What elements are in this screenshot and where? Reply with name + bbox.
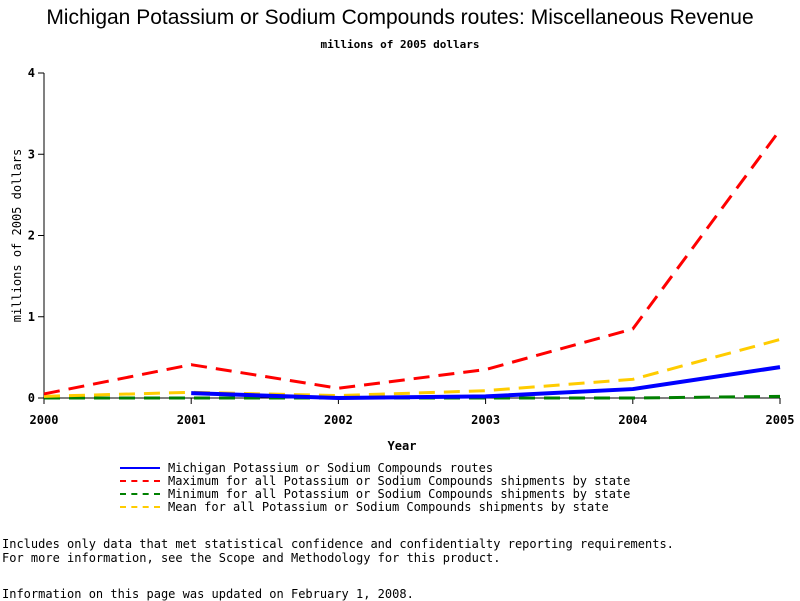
legend-swatch-minimum: [120, 492, 160, 495]
series-line-michigan: [191, 365, 781, 400]
legend-label-michigan: Michigan Potassium or Sodium Compounds r…: [168, 460, 494, 475]
legend-swatch-mean: [120, 505, 160, 508]
line-chart: 0 1 2 3 4 2000 2001 2002 2003 2004 2005 Year million…: [10, 66, 795, 453]
x-axis-label: Year: [388, 439, 417, 453]
x-tick-label: 2001: [177, 413, 206, 427]
x-tick-label: 2004: [618, 413, 647, 427]
x-tick-label: 2003: [471, 413, 500, 427]
update-notice: Information on this page was updated on …: [2, 587, 414, 601]
y-tick-label: 4: [28, 66, 35, 80]
legend-item: Maximum for all Potassium or Sodium Comp…: [120, 473, 631, 488]
series-line-mean: [43, 338, 781, 398]
y-tick-label: 2: [28, 229, 35, 243]
legend-item: Mean for all Potassium or Sodium Compoun…: [120, 499, 630, 514]
series-line-minimum: [44, 394, 781, 400]
y-axis-label: millions of 2005 dollars: [10, 149, 24, 322]
legend-item: Minimum for all Potassium or Sodium Comp…: [120, 486, 631, 501]
legend-label-maximum: Maximum for all Potassium or Sodium Comp…: [168, 473, 631, 488]
footnote-methodology: For more information, see the Scope and …: [2, 551, 501, 565]
legend-swatch-michigan: [120, 466, 160, 469]
footnote-confidence: Includes only data that met statistical …: [2, 537, 674, 551]
x-tick-label: 2002: [324, 413, 353, 427]
legend-swatch-maximum: [120, 479, 160, 482]
chart-title: Michigan Potassium or Sodium Compounds r…: [46, 6, 754, 29]
x-tick-label: 2005: [766, 413, 795, 427]
chart-legend: Michigan Potassium or Sodium Compounds r…: [120, 460, 631, 514]
x-tick-label: 2000: [30, 413, 59, 427]
legend-label-minimum: Minimum for all Potassium or Sodium Comp…: [168, 486, 631, 501]
legend-label-mean: Mean for all Potassium or Sodium Compoun…: [168, 499, 609, 514]
y-tick-label: 3: [28, 147, 35, 161]
chart-subtitle: millions of 2005 dollars: [320, 38, 480, 51]
footnotes: Includes only data that met statistical …: [2, 537, 674, 565]
y-tick-label: 1: [28, 310, 35, 324]
legend-item: Michigan Potassium or Sodium Compounds r…: [120, 460, 630, 475]
series-line-maximum: [43, 128, 782, 396]
y-tick-label: 0: [28, 391, 35, 405]
